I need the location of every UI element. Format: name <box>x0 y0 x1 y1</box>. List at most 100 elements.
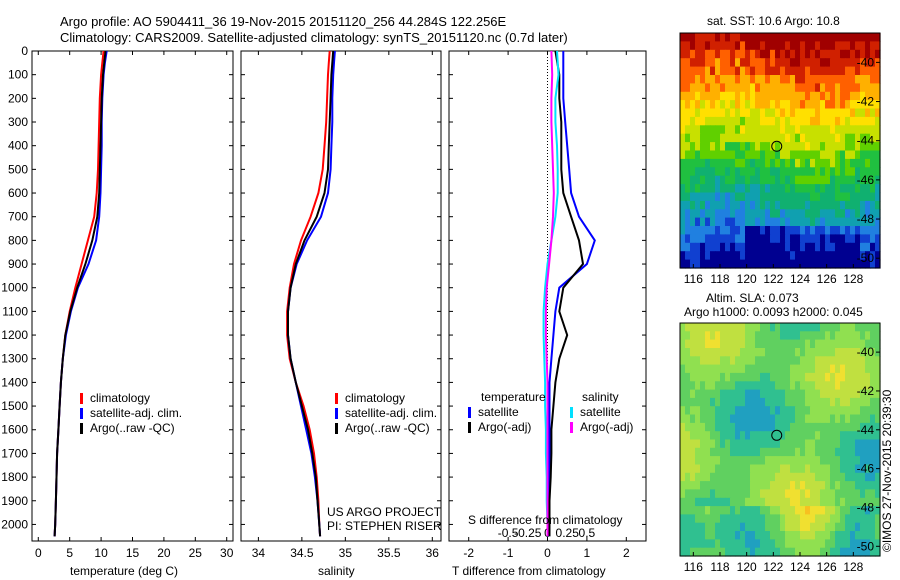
map-cell <box>835 150 841 160</box>
map-cell <box>865 108 871 118</box>
map-cell <box>695 259 701 269</box>
map-cell <box>755 125 761 135</box>
map-cell <box>755 66 761 76</box>
map-cell <box>720 472 726 482</box>
map-cell <box>865 158 871 168</box>
map-cell <box>785 217 791 227</box>
map-cell <box>790 497 796 507</box>
map-cell <box>715 481 721 490</box>
map-cell <box>865 184 871 194</box>
map-cell <box>700 175 706 185</box>
map-cell <box>760 472 766 482</box>
map-cell <box>830 192 836 202</box>
map-cell <box>740 422 746 432</box>
map-cell <box>750 422 756 432</box>
map-cell <box>755 506 761 515</box>
map-cell <box>710 184 716 194</box>
map-cell <box>685 175 691 185</box>
map-cell <box>860 158 866 168</box>
map-cell <box>795 497 801 507</box>
map-cell <box>860 125 866 135</box>
map-cell <box>740 200 746 210</box>
map-cell <box>780 397 786 407</box>
map-cell <box>755 381 761 391</box>
map-cell <box>695 150 701 160</box>
map-cell <box>850 259 856 269</box>
map-cell <box>750 251 756 261</box>
map-cell <box>840 49 846 59</box>
series-line <box>548 51 596 537</box>
map-cell <box>810 83 816 93</box>
map-cell <box>785 323 791 332</box>
map-cell <box>790 158 796 168</box>
map-cell <box>860 142 866 152</box>
map-cell <box>810 91 816 101</box>
map-cell <box>875 389 881 399</box>
map-cell <box>780 381 786 391</box>
map-cell <box>690 75 696 84</box>
map-cell <box>795 167 801 177</box>
map-cell <box>855 364 861 374</box>
map-cell <box>705 406 711 416</box>
map-cell <box>760 431 766 441</box>
map-cell <box>770 422 776 432</box>
map-cell <box>740 142 746 152</box>
map-cell <box>855 447 861 457</box>
map-cell <box>690 414 696 424</box>
map-cell <box>730 242 736 252</box>
map-cell <box>760 456 766 465</box>
s-diff-label: S difference from climatology <box>468 513 623 527</box>
map-cell <box>840 381 846 391</box>
map-cell <box>755 209 761 219</box>
map-cell <box>820 331 826 341</box>
map-cell <box>755 58 761 68</box>
map-cell <box>855 116 861 126</box>
map-cell <box>800 133 806 143</box>
map-cell <box>695 217 701 227</box>
map-cell <box>725 41 731 51</box>
map-cell <box>820 242 826 252</box>
map-cell <box>845 116 851 126</box>
map-cell <box>800 58 806 68</box>
map-cell <box>875 33 881 42</box>
plot-frame <box>31 50 234 542</box>
map-cell <box>845 192 851 202</box>
map-cell <box>805 497 811 507</box>
map-cell <box>680 381 686 391</box>
map-cell <box>695 439 701 449</box>
map-cell <box>815 158 821 168</box>
map-cell <box>790 431 796 441</box>
map-cell <box>735 108 741 118</box>
map-cell <box>765 389 771 399</box>
map-cell <box>815 522 821 532</box>
map-cell <box>805 91 811 101</box>
map-x-tick-label: 124 <box>790 272 810 286</box>
map-cell <box>815 497 821 507</box>
map-cell <box>745 397 751 407</box>
map-cell <box>830 456 836 465</box>
map-cell <box>685 217 691 227</box>
map-cell <box>785 372 791 382</box>
map-cell <box>715 217 721 227</box>
map-cell <box>825 242 831 252</box>
map-cell <box>815 381 821 391</box>
map-cell <box>745 33 751 42</box>
map-cell <box>800 142 806 152</box>
map-cell <box>800 83 806 93</box>
map-cell <box>705 489 711 499</box>
map-cell <box>785 259 791 269</box>
map-cell <box>770 91 776 101</box>
map-cell <box>700 116 706 126</box>
map-cell <box>730 323 736 332</box>
map-cell <box>700 323 706 332</box>
x-tick-label: 1 <box>584 546 591 560</box>
map-cell <box>795 431 801 441</box>
map-cell <box>765 184 771 194</box>
map-cell <box>805 142 811 152</box>
map-cell <box>845 150 851 160</box>
map-cell <box>845 83 851 93</box>
map-cell <box>845 547 851 557</box>
map-cell <box>845 348 851 357</box>
series-line <box>287 50 335 537</box>
map-cell <box>700 531 706 540</box>
